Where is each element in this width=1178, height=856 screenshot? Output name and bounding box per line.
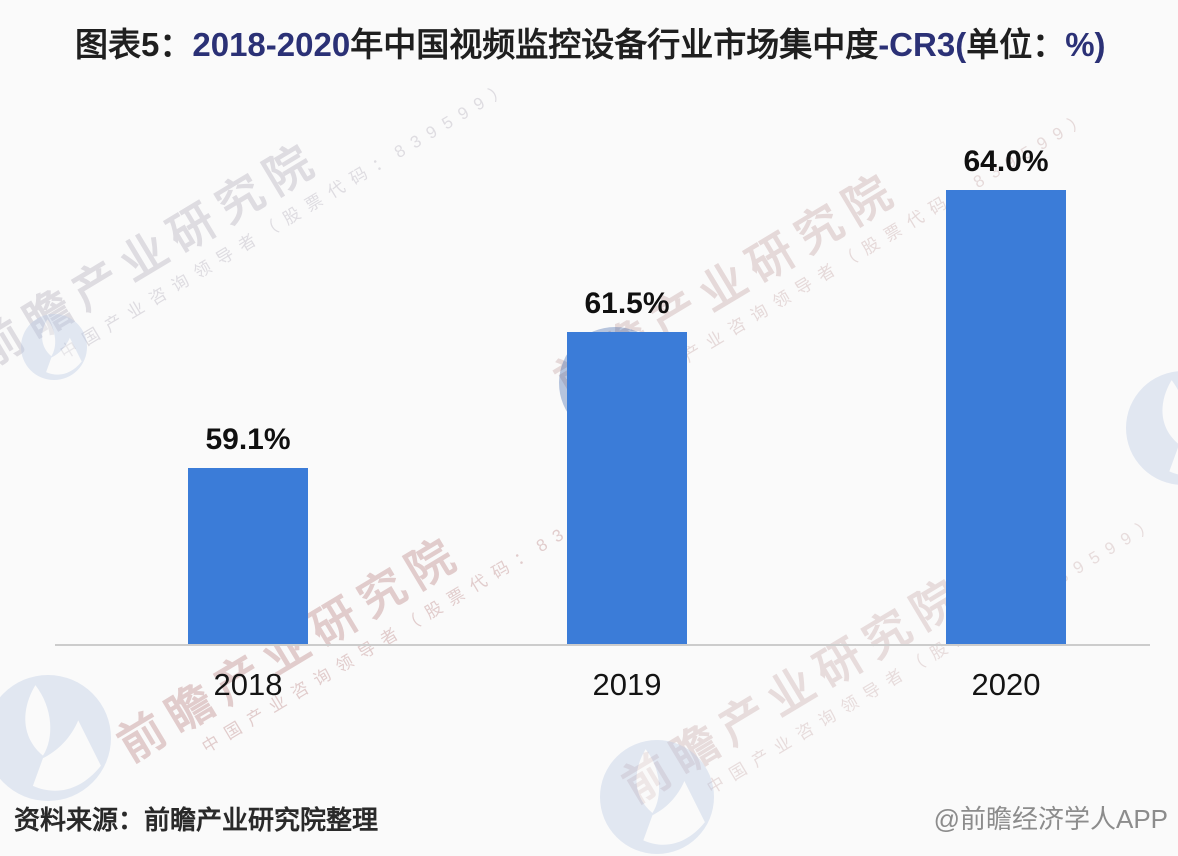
x-tick-label: 2019 bbox=[592, 667, 662, 702]
bar-value-label: 64.0% bbox=[963, 145, 1049, 178]
bar-value-label: 61.5% bbox=[584, 287, 670, 320]
bar-2019 bbox=[567, 332, 687, 644]
bar-value-label: 59.1% bbox=[205, 423, 291, 456]
title-segment: -CR3( bbox=[878, 26, 967, 63]
bar-2020 bbox=[946, 190, 1066, 644]
source-note: 资料来源：前瞻产业研究院整理 bbox=[14, 805, 379, 835]
title-segment: 2018-2020 bbox=[192, 26, 351, 63]
title-segment: 图表5： bbox=[75, 26, 193, 63]
bar-2018 bbox=[188, 468, 308, 644]
title-segment: 单位： bbox=[966, 26, 1066, 63]
bar-group-2018: 59.1% 2018 bbox=[168, 423, 328, 702]
x-axis-line bbox=[55, 644, 1150, 646]
credit-note: @前瞻经济学人APP bbox=[933, 804, 1168, 834]
title-segment: 年中国视频监控设备行业市场集中度 bbox=[350, 26, 879, 63]
x-tick-label: 2018 bbox=[213, 667, 283, 702]
title-segment: %) bbox=[1065, 26, 1106, 63]
x-tick-label: 2020 bbox=[971, 667, 1041, 702]
bar-group-2019: 61.5% 2019 bbox=[547, 287, 707, 702]
bar-group-2020: 64.0% 2020 bbox=[926, 145, 1086, 702]
chart-title: 图表5：2018-2020年中国视频监控设备行业市场集中度-CR3(单位：%) bbox=[75, 24, 1106, 65]
